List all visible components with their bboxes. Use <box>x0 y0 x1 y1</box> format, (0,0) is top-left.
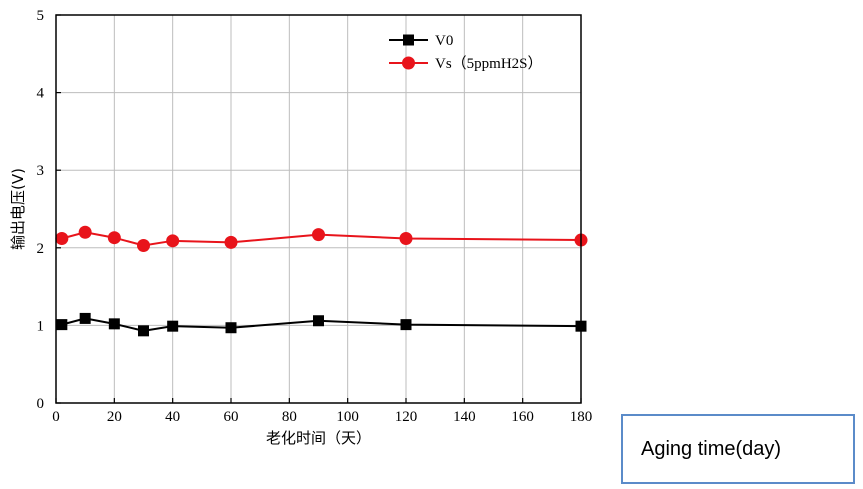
x-tick-label: 40 <box>165 409 180 425</box>
x-tick-label: 180 <box>570 409 593 425</box>
data-point <box>166 234 180 248</box>
legend-marker <box>402 56 415 70</box>
data-point <box>79 312 91 324</box>
data-point <box>137 238 150 252</box>
x-tick-label: 140 <box>453 409 476 425</box>
x-tick-label: 160 <box>511 409 534 425</box>
aging-time-annotation: Aging time(day) <box>621 414 855 484</box>
data-point <box>138 325 149 337</box>
y-axis-title: 输出电压(V) <box>9 168 27 250</box>
y-tick-label: 3 <box>37 163 45 179</box>
data-point <box>167 320 179 332</box>
y-tick-label: 4 <box>37 86 45 102</box>
data-point <box>108 318 120 330</box>
data-point <box>400 319 412 331</box>
x-tick-label: 100 <box>336 409 359 425</box>
y-tick-label: 2 <box>37 241 45 257</box>
y-tick-label: 0 <box>37 396 45 412</box>
legend-label: V0 <box>435 33 453 49</box>
x-tick-label: 80 <box>282 409 297 425</box>
series-0 <box>56 312 587 337</box>
x-tick-label: 0 <box>52 409 60 425</box>
grid-lines <box>56 15 581 403</box>
x-tick-label: 120 <box>395 409 418 425</box>
series-layer <box>55 225 588 337</box>
data-point <box>313 315 324 327</box>
x-tick-label: 20 <box>107 409 122 425</box>
data-point <box>56 319 68 331</box>
data-point <box>55 231 69 245</box>
axis-ticks: 0 20 40 60 80 100 120 140 160 180 0 1 2 3 4 5 <box>37 8 593 425</box>
data-point <box>312 228 325 242</box>
data-point <box>224 235 238 249</box>
data-point <box>225 322 237 334</box>
legend-label: Vs（5ppmH2S） <box>435 55 543 72</box>
data-point <box>78 225 92 239</box>
legend-marker <box>403 34 414 46</box>
x-axis-title: 老化时间（天） <box>266 429 371 447</box>
data-point <box>107 231 121 245</box>
legend: V0 Vs（5ppmH2S） <box>389 33 543 72</box>
plot-frame <box>55 14 582 404</box>
data-point <box>399 231 413 245</box>
y-tick-label: 5 <box>37 8 45 24</box>
aging-time-annotation-text: Aging time(day) <box>641 437 782 460</box>
x-tick-label: 60 <box>224 409 239 425</box>
y-tick-label: 1 <box>37 318 45 334</box>
